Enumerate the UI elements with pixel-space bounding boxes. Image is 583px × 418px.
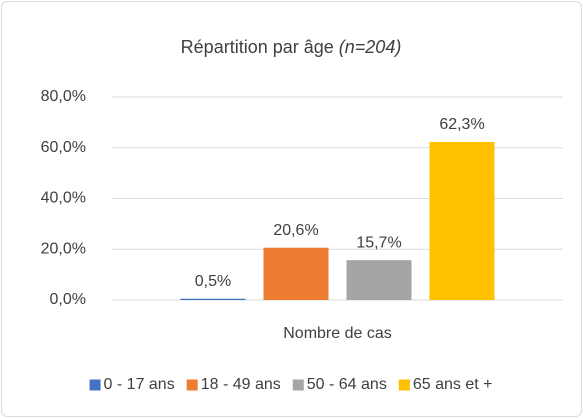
- x-tick-label: Nombre de cas: [283, 325, 392, 342]
- value-label: 0,5%: [195, 273, 231, 290]
- y-tick-label: 60,0%: [41, 139, 86, 156]
- value-label: 62,3%: [439, 116, 484, 133]
- y-tick-label: 0,0%: [50, 291, 86, 308]
- legend-label: 50 - 64 ans: [307, 376, 387, 393]
- legend-label: 65 ans et +: [413, 376, 493, 393]
- value-label: 20,6%: [273, 222, 318, 239]
- legend-label: 18 - 49 ans: [201, 376, 281, 393]
- bar: [346, 260, 412, 300]
- legend-swatch: [89, 379, 101, 391]
- legend-swatch: [186, 379, 198, 391]
- legend-swatch: [292, 379, 304, 391]
- title-note: (n=204): [339, 37, 402, 57]
- bar: [429, 141, 495, 300]
- value-label: 15,7%: [356, 234, 401, 251]
- y-tick-label: 40,0%: [41, 190, 86, 207]
- y-tick-label: 20,0%: [41, 240, 86, 257]
- bar: [180, 298, 246, 300]
- title-main: Répartition par âge: [181, 37, 334, 57]
- legend-label: 0 - 17 ans: [104, 376, 175, 393]
- bar: [263, 247, 329, 300]
- legend-swatch: [398, 379, 410, 391]
- y-tick-label: 80,0%: [41, 88, 86, 105]
- chart-title: Répartition par âge (n=204): [181, 37, 402, 57]
